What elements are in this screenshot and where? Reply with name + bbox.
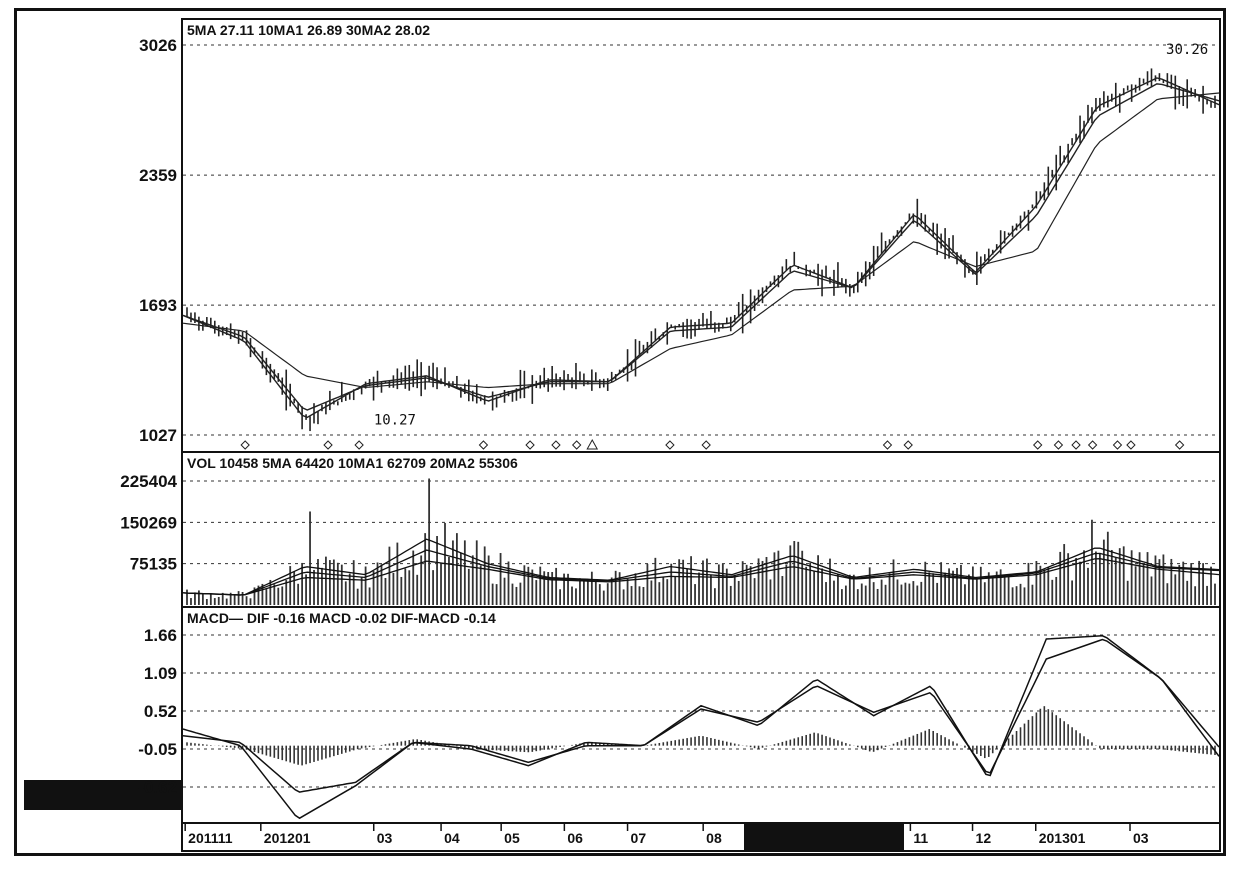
price-ma-line-10ma1 [182, 83, 1220, 411]
price-annotation: 10.27 [374, 413, 416, 429]
price-panel [181, 18, 1221, 453]
macd-y-tick-label: -0.05 [138, 740, 177, 759]
macd-panel [181, 606, 1221, 824]
x-tick-label: 201301 [1039, 830, 1086, 846]
x-tick-label: 11 [913, 830, 928, 846]
diamond-marker [551, 440, 561, 450]
macd-line-macd [182, 638, 1220, 793]
macd-y-tick-label: -0.62 [138, 778, 177, 797]
macd-lines [182, 635, 1220, 820]
price-annotation: 30.26 [1166, 42, 1208, 58]
volume-y-tick-label: 150269 [120, 513, 177, 532]
diamond-marker [903, 440, 913, 450]
x-axis-labels: 201111 201201 03 04 05 06 07 08 11 12 201301 03 [184, 823, 1149, 846]
diamond-marker [323, 440, 333, 450]
stock-chart: 3026 2359 1693 1027 225404 150269 75135 1.66 1.0… [24, 18, 1221, 852]
x-tick-label: 05 [504, 830, 520, 846]
diamond-marker [701, 440, 711, 450]
y-axis-labels: 3026 2359 1693 1027 225404 150269 75135 1.66 1.0… [120, 36, 177, 797]
diamond-marker [1087, 440, 1098, 450]
price-y-tick-label: 1027 [139, 426, 177, 445]
diamond-marker [571, 440, 582, 450]
price-lines [182, 77, 1220, 419]
price-annotations: 10.27 30.26 [374, 42, 1208, 429]
macd-y-tick-label: 1.66 [144, 626, 177, 645]
price-y-tick-label: 2359 [139, 166, 177, 185]
diamond-marker [1174, 440, 1185, 450]
volume-lines [182, 538, 1220, 596]
x-tick-label: 06 [567, 830, 583, 846]
macd-line-dif [182, 635, 1220, 820]
diamond-marker [1032, 440, 1043, 450]
volume-ma-line-10ma1 [182, 549, 1220, 596]
diamond-marker [1071, 440, 1081, 450]
left-black-block [24, 780, 182, 810]
x-tick-label: 08 [706, 830, 722, 846]
macd-header: MACD— DIF -0.16 MACD -0.02 DIF-MACD -0.1… [187, 610, 496, 626]
volume-y-tick-label: 225404 [120, 472, 177, 491]
x-axis-black-block [744, 823, 904, 851]
volume-header: VOL 10458 5MA 64420 10MA1 62709 20MA2 55… [187, 455, 518, 471]
x-axis-band [181, 822, 1221, 852]
diamond-marker [1112, 440, 1123, 450]
grid-layer [183, 44, 1219, 788]
x-tick-label: 04 [444, 830, 460, 846]
diamond-marker [354, 440, 364, 450]
diamond-marker [882, 440, 893, 450]
chart-frame: 3026 2359 1693 1027 225404 150269 75135 1.66 1.0… [14, 8, 1226, 856]
x-tick-label: 03 [1133, 830, 1149, 846]
volume-y-tick-label: 75135 [130, 555, 177, 574]
macd-y-tick-label: 0.52 [144, 702, 177, 721]
diamond-marker [1053, 440, 1064, 450]
x-tick-label: 03 [377, 830, 393, 846]
price-y-tick-label: 1693 [139, 296, 177, 315]
signal-markers [240, 438, 1185, 450]
volume-ma-line-20ma2 [182, 558, 1220, 596]
diamond-marker [478, 440, 489, 450]
diamond-marker [665, 440, 675, 450]
diamond-marker [1126, 440, 1136, 450]
macd-y-tick-label: 1.09 [144, 664, 177, 683]
x-tick-label: 201111 [188, 830, 233, 846]
x-tick-label: 12 [976, 830, 992, 846]
price-y-tick-label: 3026 [139, 36, 177, 55]
price-ma-line-30ma2 [182, 92, 1220, 389]
diamond-marker [240, 440, 250, 450]
volume-panel [181, 451, 1221, 608]
triangle-marker [586, 438, 599, 450]
x-tick-label: 201201 [264, 830, 311, 846]
x-tick-label: 07 [631, 830, 647, 846]
diamond-marker [525, 440, 535, 450]
volume-bars [186, 478, 1216, 605]
price-header: 5MA 27.11 10MA1 26.89 30MA2 28.02 [187, 22, 430, 38]
volume-ma-line-5ma [182, 538, 1220, 596]
